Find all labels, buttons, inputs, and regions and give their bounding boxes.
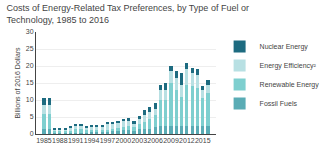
svg-text:20: 20	[26, 62, 34, 69]
svg-text:Costs of Energy-Related Tax Pr: Costs of Energy-Related Tax Preferences,…	[7, 3, 249, 25]
svg-text:10: 10	[26, 96, 34, 103]
svg-text:1994: 1994	[84, 137, 100, 144]
svg-text:1988: 1988	[52, 137, 68, 144]
svg-text:1997: 1997	[100, 137, 116, 144]
svg-text:2012: 2012	[179, 137, 195, 144]
svg-text:Renewable Energy: Renewable Energy	[260, 81, 320, 89]
svg-text:2003: 2003	[131, 137, 147, 144]
svg-text:Energy Efficiency²: Energy Efficiency²	[260, 62, 317, 70]
svg-text:2009: 2009	[163, 137, 179, 144]
svg-text:2015: 2015	[195, 137, 211, 144]
svg-text:Nuclear Energy: Nuclear Energy	[260, 43, 309, 51]
svg-text:30: 30	[26, 28, 34, 35]
svg-text:Fossil Fuels: Fossil Fuels	[260, 100, 298, 107]
svg-text:15: 15	[26, 79, 34, 86]
svg-text:1991: 1991	[68, 137, 84, 144]
svg-text:5: 5	[30, 113, 34, 120]
svg-text:0: 0	[30, 130, 34, 137]
svg-text:2000: 2000	[116, 137, 132, 144]
svg-text:2006: 2006	[147, 137, 163, 144]
svg-text:25: 25	[26, 45, 34, 52]
svg-text:Billions of 2016 Dollars: Billions of 2016 Dollars	[14, 47, 21, 119]
svg-text:1985: 1985	[36, 137, 52, 144]
